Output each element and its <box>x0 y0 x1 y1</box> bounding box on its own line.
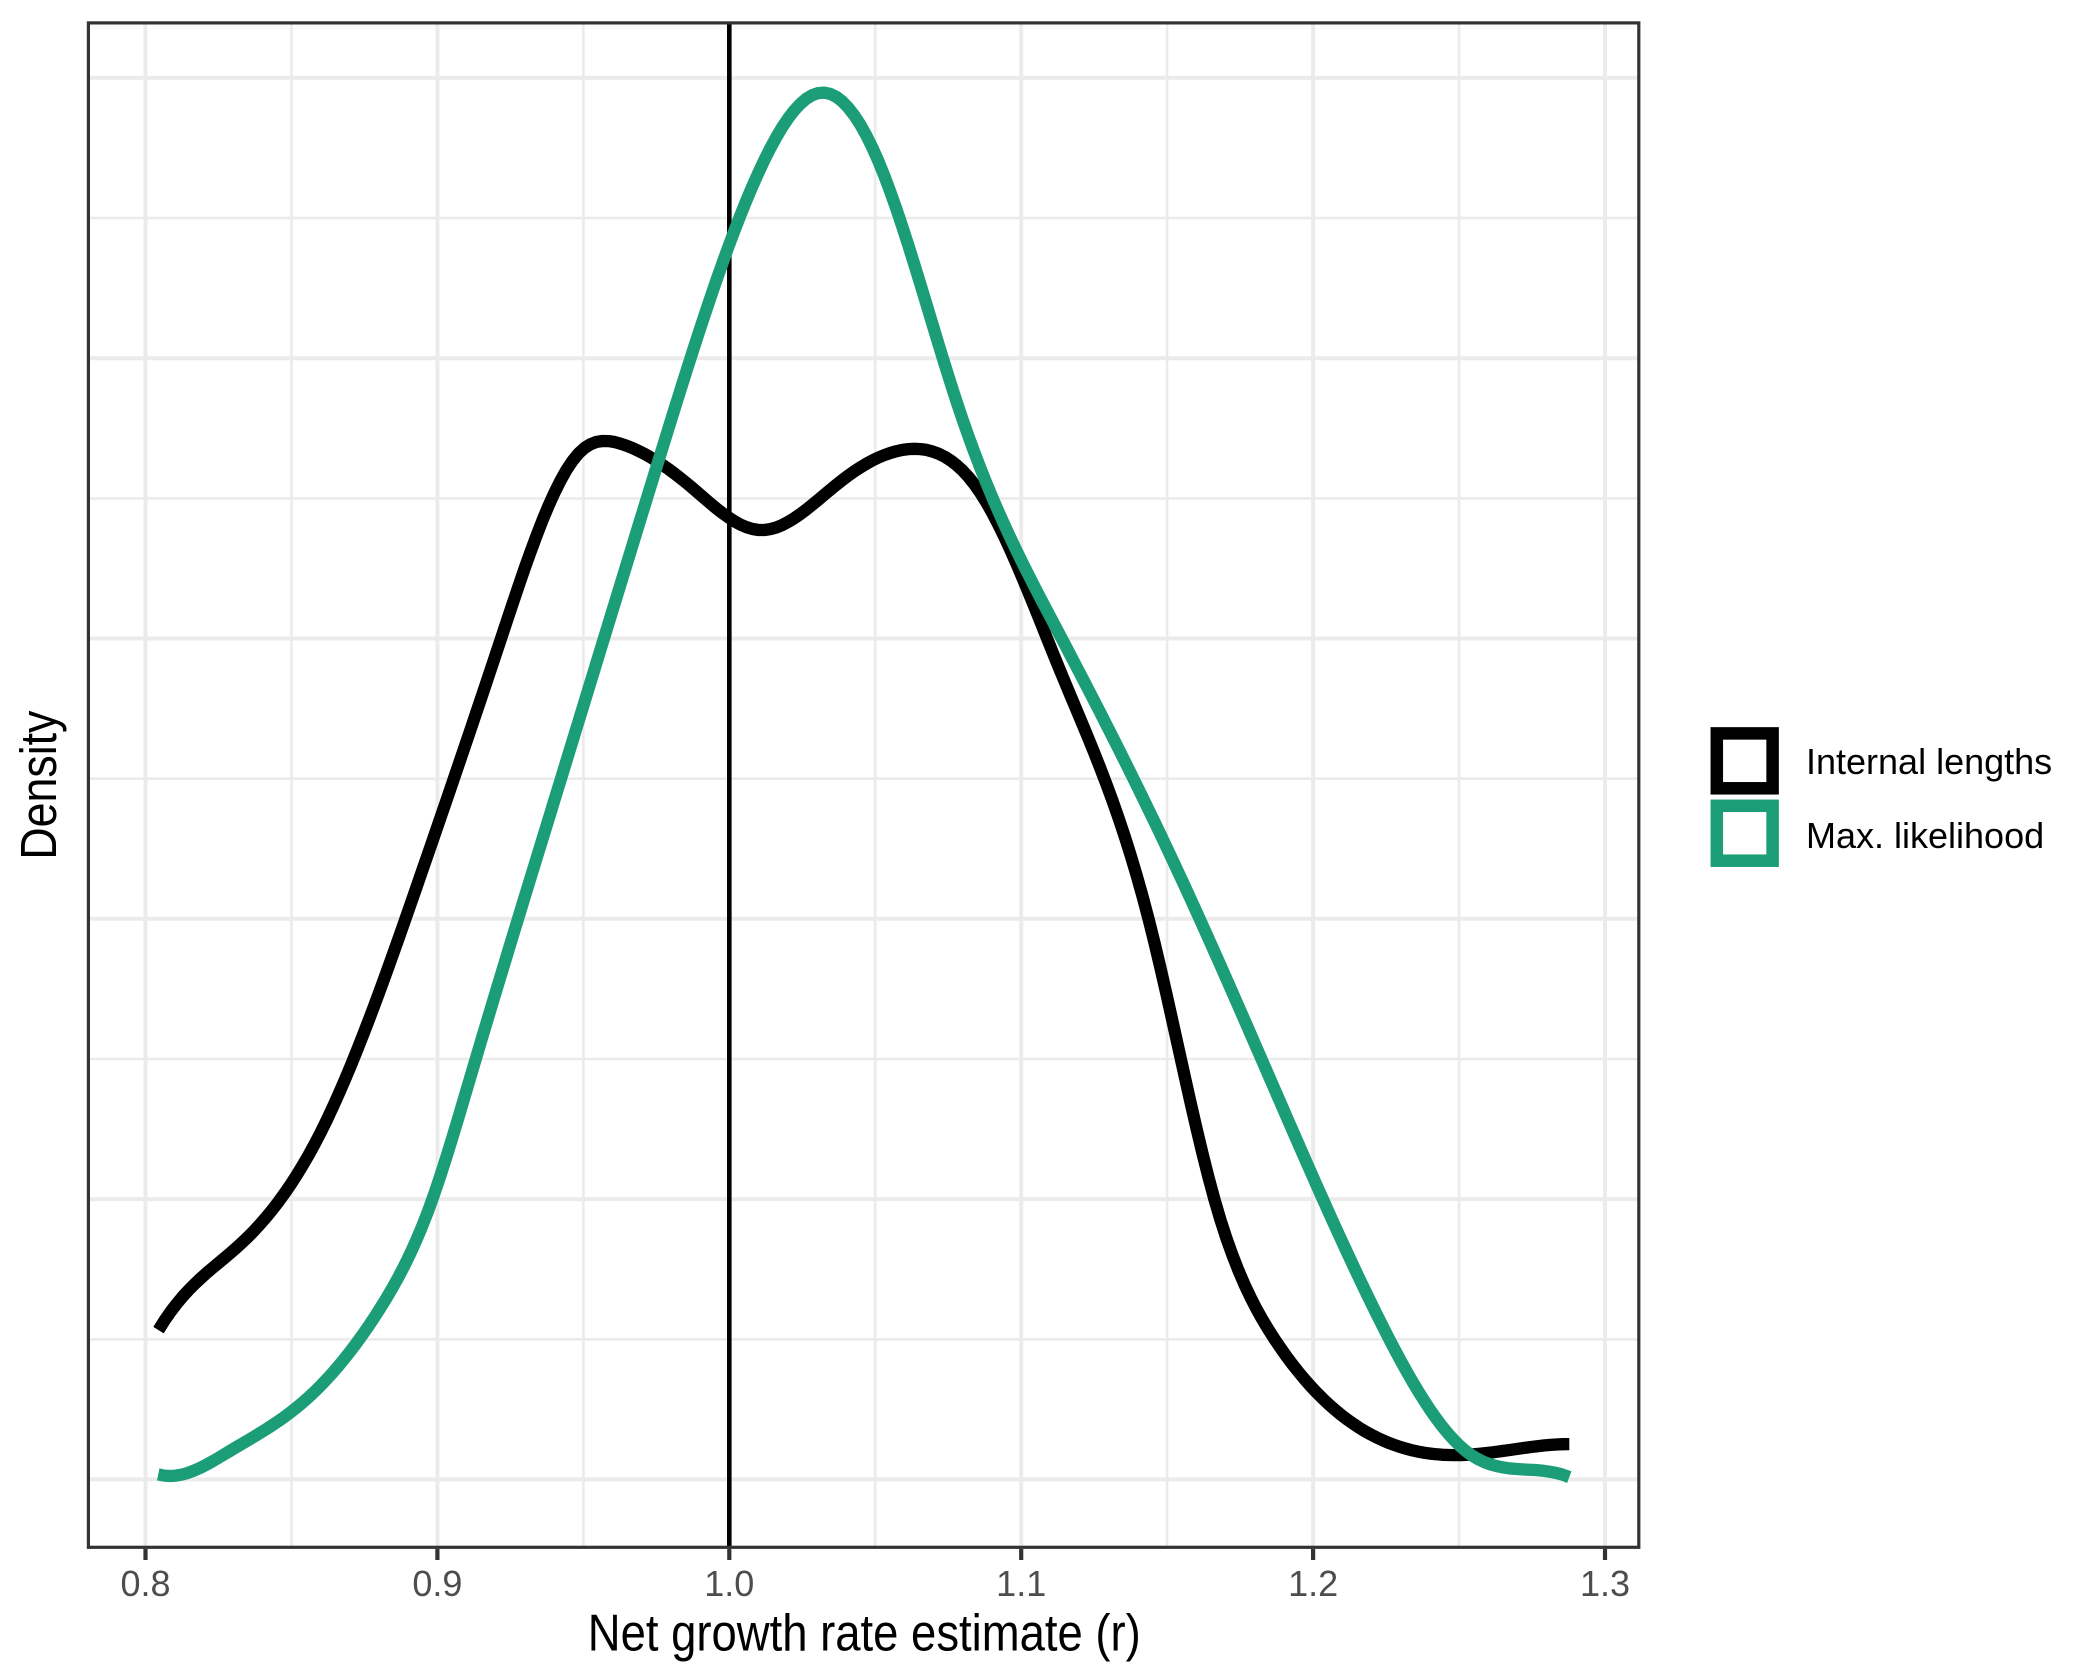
svg-text:1.0: 1.0 <box>704 1563 754 1604</box>
svg-text:0.9: 0.9 <box>412 1563 462 1604</box>
svg-text:Max. likelihood: Max. likelihood <box>1806 815 2044 856</box>
svg-text:Internal lengths: Internal lengths <box>1806 741 2052 782</box>
svg-text:Density: Density <box>10 710 67 859</box>
svg-text:1.2: 1.2 <box>1288 1563 1338 1604</box>
svg-text:1.1: 1.1 <box>996 1563 1046 1604</box>
svg-text:0.8: 0.8 <box>120 1563 170 1604</box>
svg-text:1.3: 1.3 <box>1580 1563 1630 1604</box>
svg-text:Net growth rate estimate (r): Net growth rate estimate (r) <box>588 1603 1141 1661</box>
